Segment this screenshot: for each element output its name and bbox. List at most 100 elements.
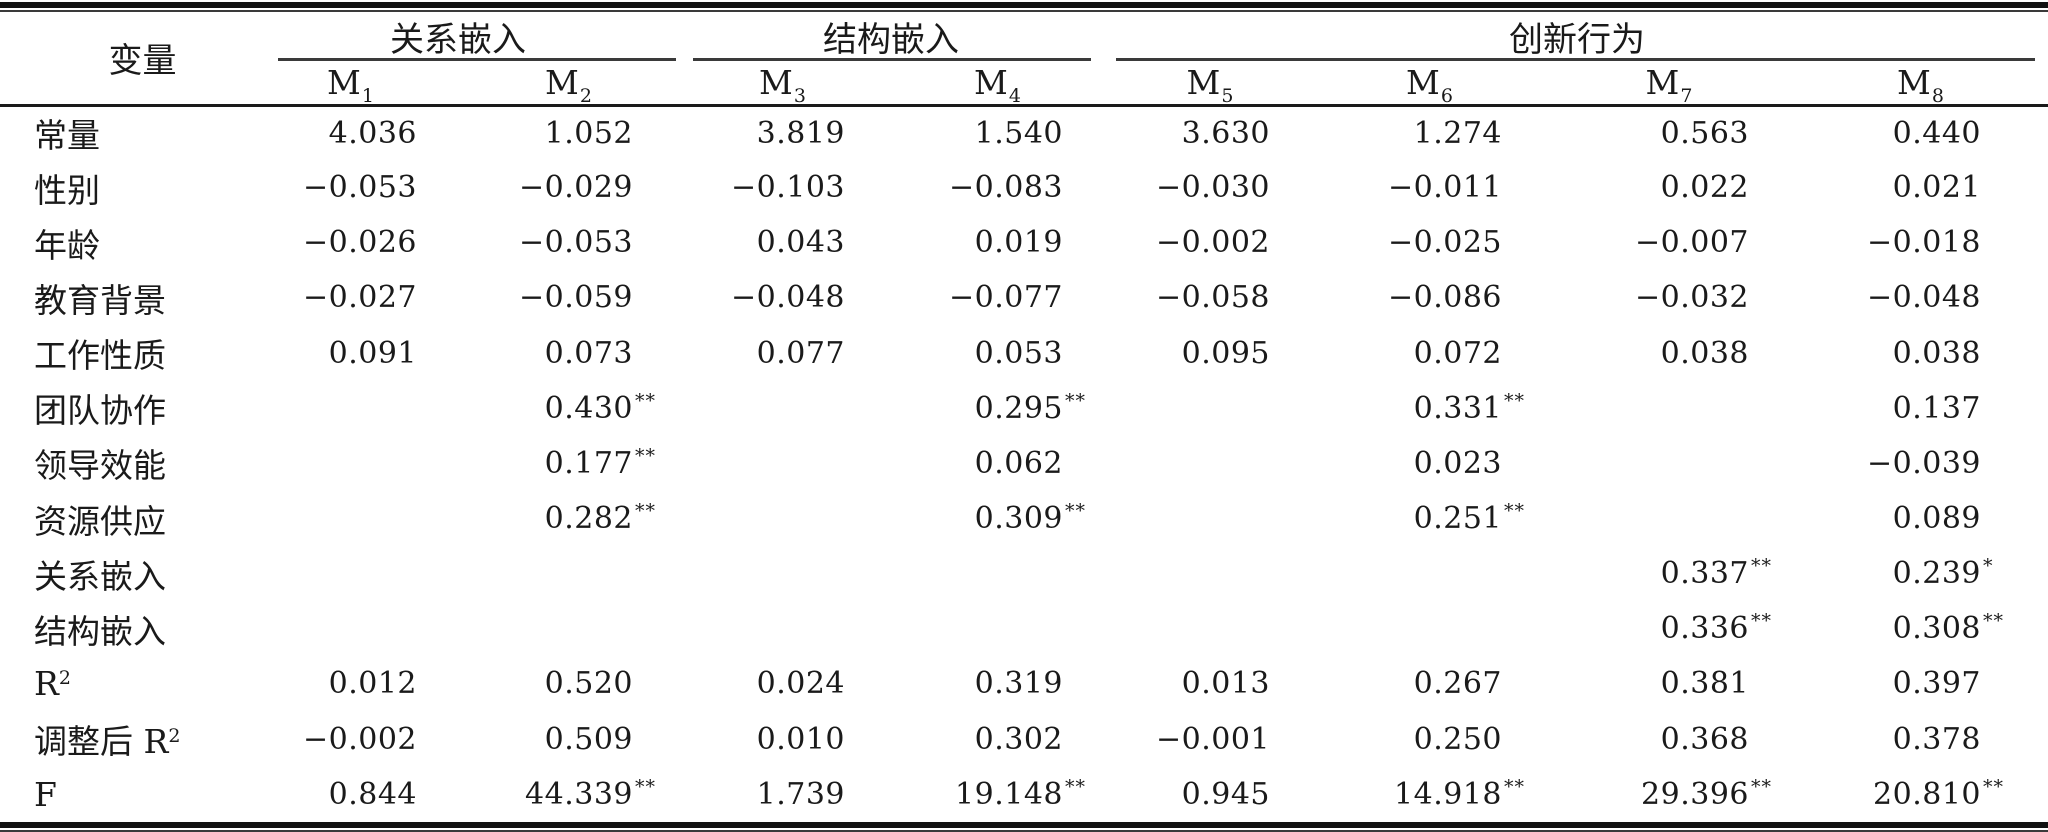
table-row: 团队协作 0.430 ** 0.295 ** 0.331 ** 0.137 (0, 381, 2048, 436)
value-cell: 0.019 (888, 215, 1106, 270)
model-subscript: 7 (1680, 84, 1693, 107)
table-row: 领导效能 0.177 ** 0.062 0.023 −0.039 (0, 436, 2048, 491)
coefficient-value: 0.337 (1660, 556, 1749, 592)
value-cell: −0.032 (1545, 270, 1792, 325)
row-label-text: F (34, 774, 57, 814)
value-cell: −0.077 (888, 270, 1106, 325)
model-header: M5 (1106, 61, 1313, 107)
value-cell: 0.308 ** (1792, 601, 2048, 656)
coefficient-value: 0.282 (544, 501, 633, 537)
value-cell: 0.023 (1313, 436, 1545, 491)
row-label-text: 调整后 R (34, 722, 169, 762)
value-cell: 0.177 ** (460, 436, 676, 491)
value-cell (460, 546, 676, 601)
row-label: 性别 (0, 160, 240, 215)
value-cell: 0.038 (1545, 326, 1792, 381)
coefficient-value: 0.019 (974, 225, 1063, 261)
coefficient-value: 14.918 (1394, 776, 1502, 812)
row-label-superscript: 2 (58, 667, 71, 690)
coefficient-value: −0.086 (1387, 280, 1502, 316)
coefficient-value: 0.381 (1660, 666, 1749, 702)
value-cell: 3.819 (676, 105, 888, 160)
coefficient-value: −0.027 (302, 280, 417, 316)
coefficient-value: 0.336 (1660, 611, 1749, 647)
table-row: 年龄 −0.026 −0.053 0.043 0.019 −0.002 −0.025 −0.… (0, 215, 2048, 270)
value-cell (240, 546, 460, 601)
row-label: 团队协作 (0, 381, 240, 436)
coefficient-value: −0.029 (518, 170, 633, 206)
coefficient-value: 0.331 (1413, 390, 1502, 426)
coefficient-value: −0.030 (1155, 170, 1270, 206)
model-label: M (1897, 62, 1931, 102)
value-cell: 0.440 (1792, 105, 2048, 160)
significance-stars: ** (635, 775, 656, 798)
value-cell (676, 381, 888, 436)
variable-column-header: 变量 (0, 12, 240, 107)
coefficient-value: 0.038 (1660, 335, 1749, 371)
value-cell: 0.137 (1792, 381, 2048, 436)
value-cell: −0.007 (1545, 215, 1792, 270)
row-label: 常量 (0, 105, 240, 160)
coefficient-value: 0.137 (1892, 390, 1981, 426)
significance-stars: * (1983, 555, 1994, 578)
table-row: 工作性质 0.091 0.073 0.077 0.053 0.095 0.072 0.038… (0, 326, 2048, 381)
value-cell (888, 546, 1106, 601)
value-cell: 1.540 (888, 105, 1106, 160)
row-label-text: 结构嵌入 (34, 611, 166, 651)
value-cell: 0.381 (1545, 656, 1792, 711)
value-cell: −0.001 (1106, 712, 1313, 767)
value-cell (1545, 381, 1792, 436)
model-subscript: 6 (1440, 84, 1453, 107)
value-cell (1545, 491, 1792, 546)
value-cell: −0.048 (1792, 270, 2048, 325)
coefficient-value: −0.103 (730, 170, 845, 206)
value-cell: −0.002 (1106, 215, 1313, 270)
coefficient-value: 3.819 (756, 115, 845, 151)
significance-stars: ** (1504, 389, 1525, 412)
model-subscript: 3 (793, 84, 806, 107)
table-row: R2 0.012 0.520 0.024 0.319 0.013 0.267 0.381 0.… (0, 656, 2048, 711)
coefficient-value: 0.251 (1413, 501, 1502, 537)
significance-stars: ** (1504, 775, 1525, 798)
value-cell: 0.022 (1545, 160, 1792, 215)
model-subscript: 8 (1931, 84, 1944, 107)
coefficient-value: −0.032 (1634, 280, 1749, 316)
value-cell: 0.013 (1106, 656, 1313, 711)
coefficient-value: −0.026 (302, 225, 417, 261)
coefficient-value: 0.091 (328, 335, 417, 371)
coefficient-value: −0.007 (1634, 225, 1749, 261)
group-header-relational-embeddedness: 关系嵌入 (240, 12, 676, 61)
value-cell: −0.058 (1106, 270, 1313, 325)
coefficient-value: 44.339 (525, 776, 633, 812)
row-label: 教育背景 (0, 270, 240, 325)
coefficient-value: 20.810 (1873, 776, 1981, 812)
value-cell: 0.302 (888, 712, 1106, 767)
value-cell: 0.309 ** (888, 491, 1106, 546)
row-label: 领导效能 (0, 436, 240, 491)
value-cell: 0.250 (1313, 712, 1545, 767)
value-cell: 0.430 ** (460, 381, 676, 436)
table-row: F 0.844 44.339 ** 1.739 19.148 ** 0.945 14.918 *… (0, 767, 2048, 822)
value-cell (240, 601, 460, 656)
value-cell (240, 436, 460, 491)
value-cell (1313, 601, 1545, 656)
value-cell: 0.844 (240, 767, 460, 822)
coefficient-value: −0.002 (302, 721, 417, 757)
row-label: 工作性质 (0, 326, 240, 381)
value-cell: −0.053 (460, 215, 676, 270)
coefficient-value: 0.022 (1660, 170, 1749, 206)
value-cell: 0.397 (1792, 656, 2048, 711)
coefficient-value: 0.267 (1413, 666, 1502, 702)
value-cell: 0.053 (888, 326, 1106, 381)
coefficient-value: −0.059 (518, 280, 633, 316)
row-label-text: 领导效能 (34, 446, 166, 486)
value-cell: 0.267 (1313, 656, 1545, 711)
coefficient-value: −0.018 (1866, 225, 1981, 261)
coefficient-value: −0.053 (302, 170, 417, 206)
significance-stars: ** (1983, 775, 2004, 798)
coefficient-value: 0.010 (756, 721, 845, 757)
table-row: 资源供应 0.282 ** 0.309 ** 0.251 ** 0.089 (0, 491, 2048, 546)
row-label-text: 年龄 (34, 225, 100, 265)
regression-table: 变量 关系嵌入 结构嵌入 创新行为 M1 M2 M3 M4 M5 M6 M7 M8 常量 4.… (0, 12, 2048, 822)
model-label: M (545, 62, 579, 102)
